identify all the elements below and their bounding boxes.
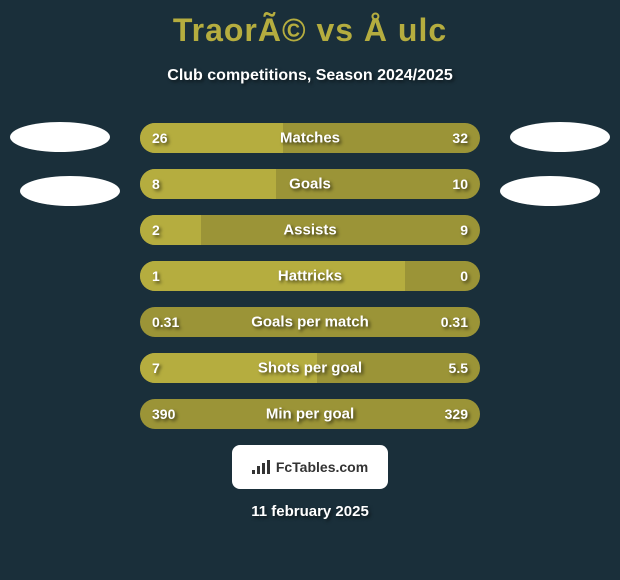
- logo-text: FcTables.com: [276, 459, 368, 475]
- logo-box[interactable]: FcTables.com: [232, 445, 388, 489]
- stat-label: Goals per match: [251, 314, 369, 331]
- stat-value-right: 9: [460, 222, 468, 238]
- stat-value-right: 10: [452, 176, 468, 192]
- comparison-title: TraorÃ© vs Å ulc: [0, 0, 620, 49]
- stat-value-left: 7: [152, 360, 160, 376]
- stat-row: 7 Shots per goal 5.5: [140, 353, 480, 383]
- player-left-avatar-2: [20, 176, 120, 206]
- stat-row: 0.31 Goals per match 0.31: [140, 307, 480, 337]
- stat-value-left: 0.31: [152, 314, 179, 330]
- stat-value-left: 390: [152, 406, 175, 422]
- stat-label: Hattricks: [278, 268, 342, 285]
- stat-value-left: 1: [152, 268, 160, 284]
- stat-row: 26 Matches 32: [140, 123, 480, 153]
- player-right-avatar-2: [500, 176, 600, 206]
- player-right-avatar-1: [510, 122, 610, 152]
- comparison-date: 11 february 2025: [0, 503, 620, 520]
- stat-value-left: 2: [152, 222, 160, 238]
- comparison-subtitle: Club competitions, Season 2024/2025: [0, 67, 620, 85]
- stat-row: 390 Min per goal 329: [140, 399, 480, 429]
- stat-row: 1 Hattricks 0: [140, 261, 480, 291]
- stat-label: Goals: [289, 176, 331, 193]
- stat-value-right: 0.31: [441, 314, 468, 330]
- stat-row: 8 Goals 10: [140, 169, 480, 199]
- stats-container: 26 Matches 32 8 Goals 10 2 Assists 9 1 Hattricks 0 0…: [140, 123, 480, 429]
- stat-value-right: 0: [460, 268, 468, 284]
- stat-fill-left: [140, 261, 405, 291]
- stat-value-left: 26: [152, 130, 168, 146]
- stat-label: Min per goal: [266, 406, 354, 423]
- stat-label: Matches: [280, 130, 340, 147]
- stat-value-right: 5.5: [449, 360, 468, 376]
- stat-label: Assists: [283, 222, 336, 239]
- stat-fill-left: [140, 215, 201, 245]
- player-left-avatar-1: [10, 122, 110, 152]
- stat-fill-left: [140, 169, 276, 199]
- stat-value-right: 329: [445, 406, 468, 422]
- stat-row: 2 Assists 9: [140, 215, 480, 245]
- stat-value-right: 32: [452, 130, 468, 146]
- stat-value-left: 8: [152, 176, 160, 192]
- stat-label: Shots per goal: [258, 360, 362, 377]
- chart-icon: [252, 460, 270, 474]
